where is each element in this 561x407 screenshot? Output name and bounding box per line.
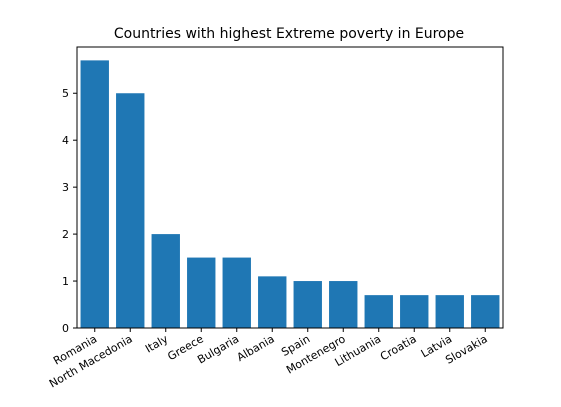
bar-spain [293, 281, 322, 328]
bar-north-macedonia [116, 93, 145, 328]
y-axis: 0 1 2 3 4 5 [62, 87, 77, 335]
bar-italy [151, 234, 180, 328]
bar-latvia [435, 295, 464, 328]
y-tick-label: 5 [62, 87, 69, 100]
plot-frame [76, 46, 504, 329]
bar-montenegro [329, 281, 358, 328]
y-tick-label: 3 [62, 181, 69, 194]
y-tick-label: 0 [62, 322, 69, 335]
bar-lithuania [364, 295, 393, 328]
bar-greece [187, 257, 216, 328]
x-tick-label: Albania [235, 332, 277, 364]
y-tick-label: 2 [62, 228, 69, 241]
bar-romania [80, 60, 109, 328]
bar-albania [258, 276, 287, 328]
bar-slovakia [471, 295, 500, 328]
x-tick-label: Croatia [378, 332, 419, 363]
chart-title: Countries with highest Extreme poverty i… [114, 26, 464, 42]
y-tick-label: 4 [62, 134, 69, 147]
bar-croatia [400, 295, 429, 328]
bar-bulgaria [222, 257, 251, 328]
y-tick-label: 1 [62, 275, 69, 288]
bars-group [80, 60, 500, 328]
